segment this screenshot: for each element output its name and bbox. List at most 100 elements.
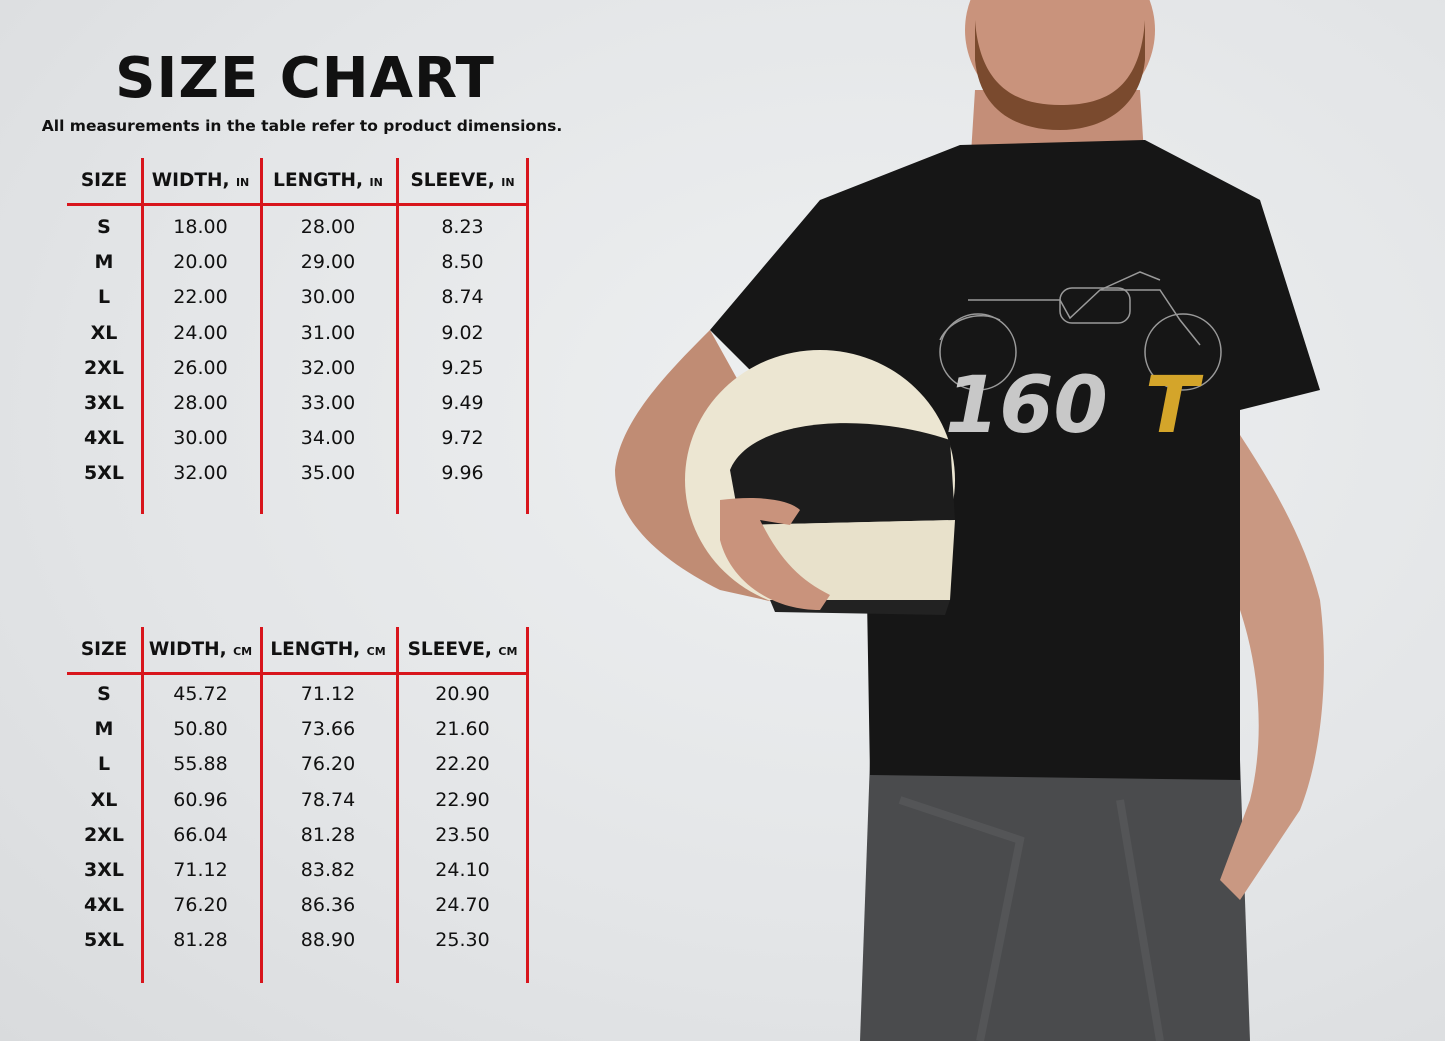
column-header: SIZE xyxy=(67,170,141,191)
measurement-cell: 33.00 xyxy=(300,392,356,414)
measurement-cell: 78.74 xyxy=(300,788,356,811)
size-label: 4XL xyxy=(84,894,124,917)
measurement-cell: 28.00 xyxy=(300,216,356,238)
measurement-cell: 73.66 xyxy=(300,718,356,741)
measurement-cell: 81.28 xyxy=(300,823,356,846)
column-header-label: WIDTH, xyxy=(151,170,236,191)
size-label: 5XL xyxy=(84,929,124,952)
page-subtitle: All measurements in the table refer to p… xyxy=(41,117,563,135)
table-divider-vertical xyxy=(260,627,263,983)
page-title: SIZE CHART xyxy=(115,46,495,111)
jeans xyxy=(860,760,1250,1041)
column-header: SLEEVE, IN xyxy=(396,170,529,191)
column-header-label: LENGTH, xyxy=(270,639,367,660)
measurement-cell: 22.00 xyxy=(173,286,228,309)
measurement-cell: 9.96 xyxy=(441,462,484,485)
size-label: 2XL xyxy=(84,356,124,379)
head xyxy=(965,0,1155,120)
measurement-cell: 24.00 xyxy=(173,321,228,344)
size-table-inches: SIZE WIDTH, IN LENGTH, IN SLEEVE, IN S 18.00 2… xyxy=(67,158,529,514)
size-label: 4XL xyxy=(84,427,124,450)
column-header-unit: CM xyxy=(366,645,386,658)
table-divider-vertical xyxy=(396,158,399,514)
measurement-cell: 76.20 xyxy=(300,753,356,776)
size-label: XL xyxy=(90,321,118,344)
measurement-cell: 50.80 xyxy=(173,718,228,741)
measurement-cell: 81.28 xyxy=(173,929,228,952)
measurement-cell: 29.00 xyxy=(300,251,356,274)
shirt-print-letter: T xyxy=(1145,361,1204,451)
measurement-cell: 76.20 xyxy=(173,894,228,917)
measurement-cell: 24.70 xyxy=(435,894,490,917)
column-header: SIZE xyxy=(67,639,141,660)
model-photo: 160 T xyxy=(615,0,1324,1041)
measurement-cell: 20.90 xyxy=(435,683,490,705)
table-divider-vertical xyxy=(526,627,529,983)
size-label: 3XL xyxy=(84,392,124,414)
measurement-cell: 9.25 xyxy=(441,356,484,379)
measurement-cell: 22.90 xyxy=(435,788,490,811)
column-header-label: SIZE xyxy=(80,639,128,660)
measurement-cell: 8.50 xyxy=(441,251,484,274)
size-label: 2XL xyxy=(84,823,124,846)
column-header-unit: CM xyxy=(498,645,518,658)
size-label: XL xyxy=(90,788,118,811)
measurement-cell: 23.50 xyxy=(435,823,490,846)
table-divider-horizontal xyxy=(67,203,529,206)
measurement-cell: 71.12 xyxy=(300,683,356,705)
column-header-unit: IN xyxy=(501,176,515,189)
size-label: 3XL xyxy=(84,859,124,881)
measurement-cell: 25.30 xyxy=(435,929,490,952)
measurement-cell: 66.04 xyxy=(173,823,228,846)
measurement-cell: 32.00 xyxy=(173,462,228,485)
shirt-print-number: 160 xyxy=(945,361,1108,451)
column-header-unit: IN xyxy=(235,176,250,189)
table-divider-horizontal xyxy=(67,672,529,675)
measurement-cell: 21.60 xyxy=(435,718,490,741)
column-header-label: SIZE xyxy=(80,170,128,191)
measurement-cell: 9.72 xyxy=(441,427,484,450)
size-label: M xyxy=(94,251,114,274)
size-label: S xyxy=(97,683,111,705)
column-header-unit: IN xyxy=(369,176,383,189)
column-header: SLEEVE, CM xyxy=(396,639,529,660)
measurement-cell: 45.72 xyxy=(173,683,228,705)
size-label: 5XL xyxy=(84,462,124,485)
column-header-unit: CM xyxy=(233,645,253,658)
table-divider-vertical xyxy=(141,627,144,983)
measurement-cell: 18.00 xyxy=(173,216,228,238)
table-divider-vertical xyxy=(526,158,529,514)
measurement-cell: 34.00 xyxy=(300,427,356,450)
size-label: S xyxy=(97,216,111,238)
measurement-cell: 24.10 xyxy=(435,859,490,881)
measurement-cell: 9.02 xyxy=(441,321,484,344)
measurement-cell: 30.00 xyxy=(173,427,228,450)
column-header-label: SLEEVE, xyxy=(407,639,499,660)
measurement-cell: 55.88 xyxy=(173,753,228,776)
measurement-cell: 26.00 xyxy=(173,356,228,379)
measurement-cell: 8.74 xyxy=(441,286,484,309)
table-divider-vertical xyxy=(396,627,399,983)
measurement-cell: 20.00 xyxy=(173,251,228,274)
measurement-cell: 60.96 xyxy=(173,788,228,811)
size-label: L xyxy=(97,286,111,309)
measurement-cell: 31.00 xyxy=(300,321,356,344)
size-label: M xyxy=(94,718,114,741)
measurement-cell: 30.00 xyxy=(300,286,356,309)
column-header: WIDTH, IN xyxy=(141,170,260,191)
measurement-cell: 9.49 xyxy=(441,392,484,414)
motorcycle-graphic xyxy=(939,271,1222,391)
column-header: LENGTH, CM xyxy=(260,639,396,660)
column-header-label: WIDTH, xyxy=(148,639,234,660)
measurement-cell: 86.36 xyxy=(300,894,356,917)
measurement-cell: 88.90 xyxy=(300,929,356,952)
column-header-label: SLEEVE, xyxy=(410,170,502,191)
measurement-cell: 28.00 xyxy=(173,392,228,414)
measurement-cell: 32.00 xyxy=(300,356,356,379)
size-table-centimeters: SIZE WIDTH, CM LENGTH, CM SLEEVE, CM S 45.72 7… xyxy=(67,627,529,983)
measurement-cell: 71.12 xyxy=(173,859,228,881)
table-divider-vertical xyxy=(141,158,144,514)
measurement-cell: 22.20 xyxy=(435,753,490,776)
column-header: LENGTH, IN xyxy=(260,170,396,191)
column-header: WIDTH, CM xyxy=(141,639,260,660)
